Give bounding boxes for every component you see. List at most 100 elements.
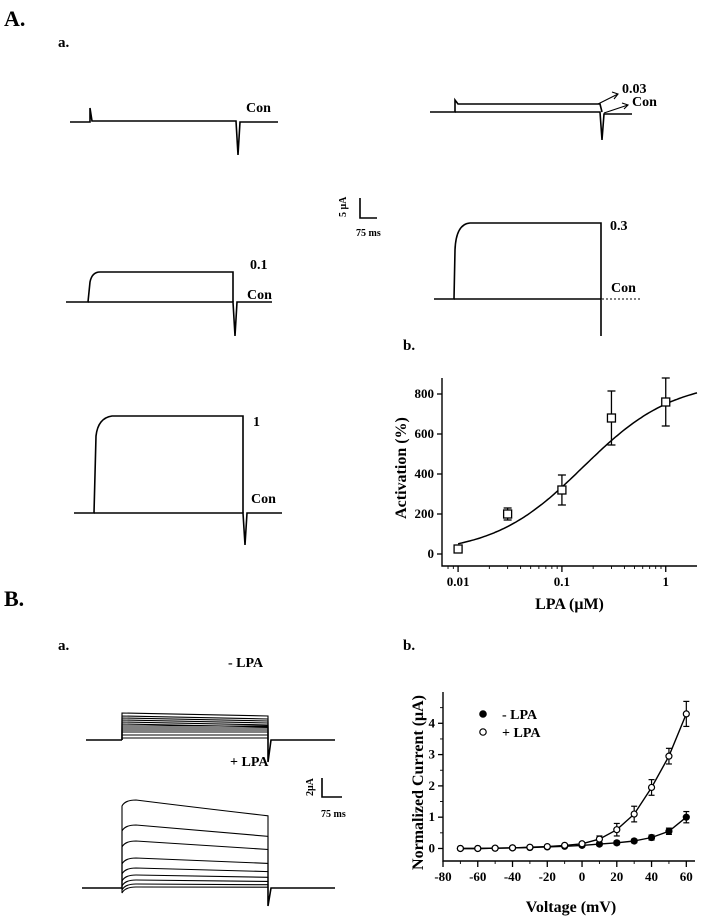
current-trace — [121, 883, 269, 891]
trace-label-0.3-con: Con — [611, 281, 636, 296]
chart1-axes — [441, 378, 697, 567]
data-point-open — [578, 840, 586, 848]
chart1-axis-lines — [441, 378, 697, 567]
data-point-open — [491, 844, 499, 852]
trace-label-0.3: 0.3 — [610, 219, 628, 234]
chart2-points — [456, 700, 690, 853]
x-tick-label: 0.01 — [447, 574, 470, 589]
data-point-open — [456, 844, 464, 853]
data-point-filled — [647, 833, 656, 842]
data-point-square — [453, 544, 463, 554]
dose-response-chart: 0 200 400 600 800 0.01 0.1 1 LPA (μM) Activatio… — [393, 377, 698, 613]
trace-label-plus-lpa: + LPA — [230, 755, 269, 770]
chart2-legend: - LPA + LPA — [479, 708, 541, 741]
y-tick-label: 1 — [429, 809, 436, 824]
panel-label-A: A. — [4, 6, 25, 31]
panel-label-Aa: a. — [58, 35, 70, 51]
y-tick-label: 2 — [429, 778, 436, 793]
data-point-filled — [682, 813, 690, 821]
data-point-open — [647, 783, 656, 792]
scale-bar-A: 5 μA 75 ms — [338, 196, 381, 239]
y-tick-label: 4 — [429, 715, 436, 730]
chart2-x-axis-label: Voltage (mV) — [526, 899, 617, 916]
legend-label-minus-lpa: - LPA — [502, 708, 538, 723]
data-point-open — [613, 826, 621, 834]
y-tick-label: 400 — [415, 466, 435, 481]
scale-bar-B: 2μA 75 ms — [305, 777, 346, 820]
data-point-square — [502, 509, 513, 519]
x-tick-label: -40 — [504, 869, 521, 884]
current-trace — [121, 731, 269, 740]
chart1-x-axis-label: LPA (μM) — [535, 596, 604, 613]
data-point-open — [630, 810, 638, 818]
data-point-filled — [613, 839, 621, 847]
trace-label-con: Con — [246, 101, 271, 116]
scale-label-A-x: 75 ms — [356, 228, 381, 239]
current-trace — [121, 824, 269, 888]
current-trace — [121, 874, 269, 888]
legend-marker-filled — [479, 710, 487, 718]
panel-label-Ba: a. — [58, 638, 70, 654]
data-point-open — [665, 752, 673, 760]
data-point-open — [543, 843, 551, 851]
data-point-open — [474, 844, 482, 853]
data-point-filled — [665, 827, 673, 835]
data-point-open — [595, 835, 604, 843]
y-tick-label: 600 — [415, 426, 435, 441]
y-tick-label: 200 — [415, 506, 435, 521]
chart1-fit-curve — [457, 392, 698, 545]
trace-label-0.03: 0.03 — [622, 82, 647, 97]
current-family-plus-lpa — [82, 799, 335, 907]
trace-label-0.1-con: Con — [247, 288, 272, 303]
x-tick-label: 0.1 — [554, 574, 570, 589]
current-trace — [121, 799, 269, 888]
trace-0.03: 0.03 Con — [430, 82, 657, 141]
x-tick-label: -60 — [469, 869, 486, 884]
tail-current — [267, 739, 335, 763]
y-tick-label: 800 — [415, 386, 435, 401]
x-tick-label: -80 — [434, 869, 451, 884]
trace-label-minus-lpa: - LPA — [228, 656, 264, 671]
current-family-minus-lpa — [86, 712, 335, 763]
data-point-open — [508, 844, 517, 852]
data-point-filled — [630, 837, 638, 845]
current-trace — [121, 867, 269, 888]
x-tick-label: -20 — [539, 869, 556, 884]
series-line — [460, 713, 687, 850]
current-trace — [121, 879, 269, 888]
x-tick-label: 20 — [610, 869, 623, 884]
y-tick-label: 3 — [429, 747, 436, 762]
current-trace — [121, 737, 269, 740]
chart1-y-axis-label: Activation (%) — [393, 417, 410, 519]
y-tick-label: 0 — [428, 546, 435, 561]
scale-label-B-y: 2μA — [305, 777, 316, 796]
chart2-ticks: 0 1 2 3 4 -80 -60 -40 -20 0 20 40 60 — [429, 707, 693, 884]
data-point-square — [606, 413, 617, 423]
data-point-square — [661, 397, 671, 407]
fit-curve — [457, 392, 698, 545]
current-trace — [121, 886, 269, 894]
x-tick-label: 40 — [645, 869, 658, 884]
panel-label-Ab: b. — [403, 338, 415, 354]
chart2-y-axis-label: Normalized Current (μA) — [410, 695, 427, 870]
trace-label-0.1: 0.1 — [250, 258, 268, 273]
chart2-lines — [460, 713, 687, 850]
trace-control: Con — [70, 101, 278, 156]
chart1-points — [453, 377, 671, 554]
trace-0.3: 0.3 Con — [434, 219, 640, 336]
current-trace — [121, 840, 269, 888]
trace-1: 1 Con — [74, 415, 282, 546]
x-tick-label: 60 — [680, 869, 693, 884]
y-tick-label: 0 — [429, 840, 436, 855]
tail-current — [267, 887, 335, 907]
current-trace — [121, 857, 269, 888]
x-tick-label: 0 — [579, 869, 586, 884]
chart1-ticks: 0 200 400 600 800 0.01 0.1 1 — [415, 386, 669, 589]
x-tick-label: 1 — [662, 574, 669, 589]
iv-chart: 0 1 2 3 4 -80 -60 -40 -20 0 20 40 60 - LPA + LPA Vol… — [410, 692, 695, 916]
data-point-open — [561, 841, 569, 849]
trace-label-0.03-con: Con — [632, 95, 657, 110]
trace-label-1: 1 — [253, 415, 260, 430]
data-point-square — [557, 485, 567, 495]
